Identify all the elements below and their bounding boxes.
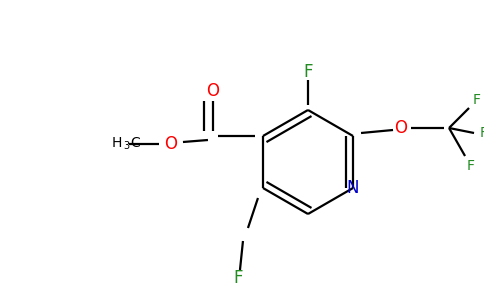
Text: F: F — [473, 93, 481, 107]
Text: F: F — [467, 159, 475, 173]
Text: O: O — [165, 135, 178, 153]
Text: H: H — [112, 136, 122, 150]
Text: F: F — [303, 63, 313, 81]
Text: O: O — [207, 82, 219, 100]
Text: C: C — [130, 136, 140, 150]
Text: N: N — [347, 179, 359, 197]
Text: O: O — [394, 119, 408, 137]
Text: 3: 3 — [123, 141, 129, 151]
Text: F: F — [480, 126, 484, 140]
Text: F: F — [233, 269, 242, 287]
